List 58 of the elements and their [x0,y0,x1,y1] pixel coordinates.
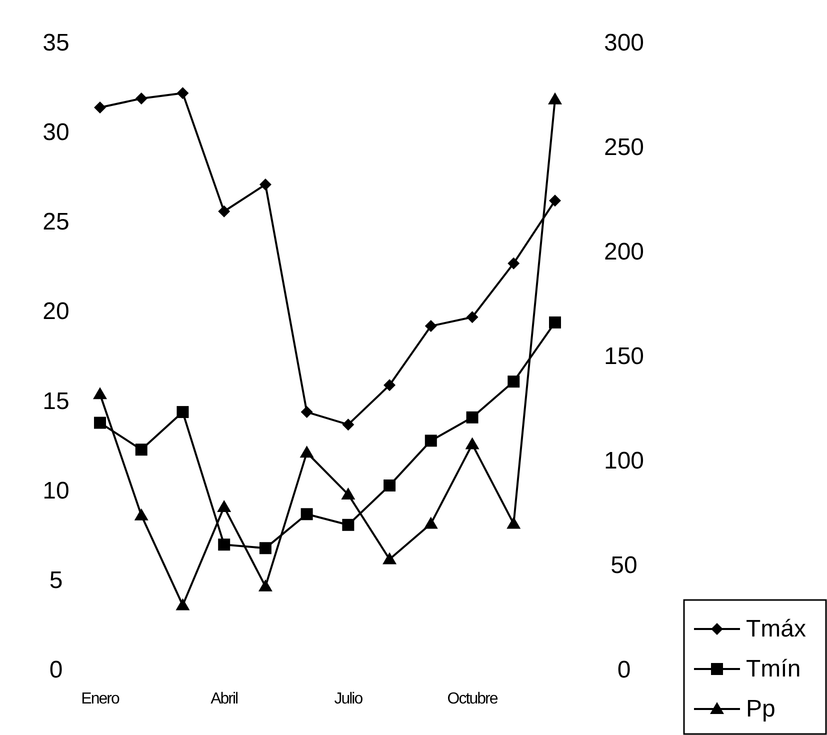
point [94,101,106,114]
legend-label: Pp [746,696,776,722]
point [549,194,561,207]
point [135,92,148,105]
y2-tick-label: 0 [617,656,631,684]
legend-label: Tmín [746,656,801,682]
point [93,387,107,400]
legend-label: Tmáx [746,616,806,642]
point [424,320,437,332]
y-tick-label: 30 [42,119,70,146]
point [176,598,190,610]
point [300,406,313,418]
point [466,411,478,424]
point [424,434,437,447]
point [342,418,354,431]
x-tick-label: Enero [81,690,120,708]
point [300,446,314,458]
point [549,316,561,328]
point [508,257,520,270]
point [94,416,106,429]
point [384,379,396,392]
point [218,538,230,551]
y2-tick-label: 100 [604,448,644,474]
x-tick-label: Abril [210,690,238,708]
point [176,87,189,100]
point [217,500,232,512]
point [135,444,148,456]
point [300,508,313,520]
y-tick-label: 5 [49,566,63,594]
point [506,516,521,529]
x-tick-label: Julio [334,690,364,708]
point [258,579,272,592]
point [466,311,478,324]
y-tick-label: 35 [42,30,70,56]
point [134,508,148,520]
y-tick-label: 10 [42,477,70,504]
point [508,376,520,388]
y2-tick-label: 300 [604,30,644,56]
y2-tick-label: 150 [604,343,644,370]
point [259,178,272,191]
y2-tick-label: 250 [604,134,644,161]
point [424,516,438,529]
point [465,437,480,450]
y2-tick-label: 200 [604,238,644,266]
point [382,552,397,564]
x-tick-label: Octubre [447,690,498,708]
y-tick-label: 0 [49,656,63,684]
point [548,92,562,104]
y-tick-label: 20 [42,298,70,326]
point [218,205,230,218]
y-tick-label: 15 [42,388,70,415]
point [259,542,272,554]
y2-tick-label: 50 [610,552,638,579]
point [341,487,356,500]
y-tick-label: 25 [42,208,70,236]
point [342,518,354,531]
point [384,479,396,492]
point [176,406,189,418]
